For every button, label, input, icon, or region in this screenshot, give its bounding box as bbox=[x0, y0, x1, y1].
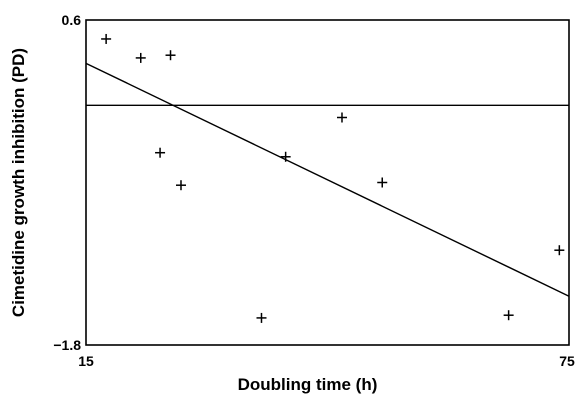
data-point bbox=[336, 112, 347, 123]
data-point bbox=[101, 33, 112, 44]
data-point bbox=[175, 180, 186, 191]
data-point bbox=[377, 177, 388, 188]
x-axis-label: Doubling time (h) bbox=[238, 375, 378, 394]
data-point bbox=[280, 151, 291, 162]
x-tick-label-left: 15 bbox=[78, 353, 94, 369]
data-point bbox=[503, 310, 514, 321]
data-point bbox=[256, 312, 267, 323]
data-point bbox=[165, 50, 176, 61]
y-tick-label-top: 0.6 bbox=[62, 12, 82, 28]
data-point bbox=[135, 52, 146, 63]
plot-frame bbox=[85, 19, 570, 346]
data-point bbox=[155, 147, 166, 158]
x-tick-label-right: 75 bbox=[559, 353, 575, 369]
y-axis-label: Cimetidine growth inhibition (PD) bbox=[9, 48, 28, 317]
regression-line bbox=[85, 62, 570, 297]
data-point bbox=[554, 245, 565, 256]
y-tick-label-bottom: −1.8 bbox=[53, 337, 81, 353]
